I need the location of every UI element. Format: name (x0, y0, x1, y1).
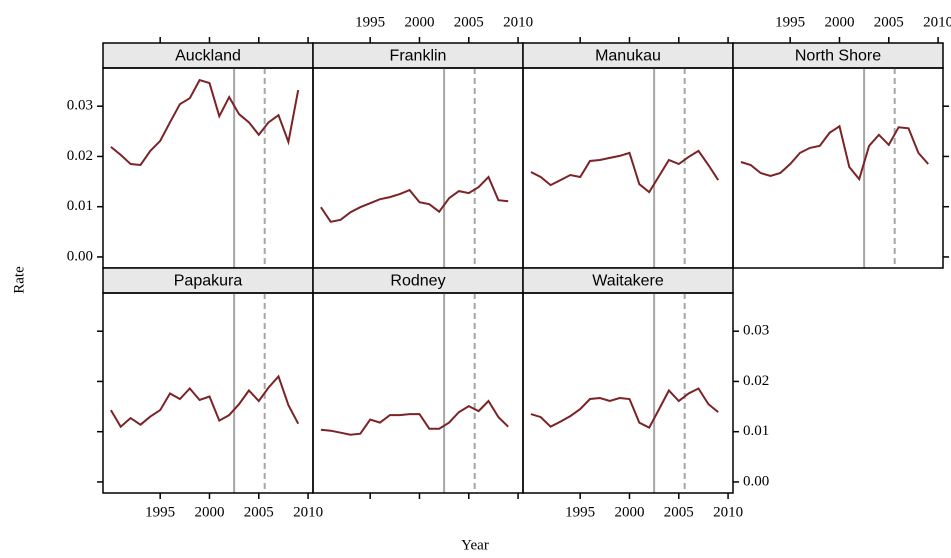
panel-border (312, 292, 524, 494)
y-tick-label: 0.00 (67, 248, 93, 264)
y-tick-label: 0.02 (743, 373, 769, 389)
panel-title: Rodney (390, 273, 445, 290)
x-tick-label: 2005 (244, 504, 274, 520)
panel-title: Waitakere (592, 273, 664, 290)
x-tick-label: 1995 (355, 14, 385, 30)
x-tick-label: 2010 (503, 14, 533, 30)
x-tick-label: 2010 (293, 504, 323, 520)
strip (522, 267, 734, 294)
panel-border (312, 67, 524, 269)
y-tick-label: 0.03 (67, 98, 93, 114)
data-line (740, 124, 929, 182)
panel-border (732, 67, 944, 269)
x-tick-label: 2005 (874, 14, 904, 30)
x-tick-label: 2005 (454, 14, 484, 30)
data-line (530, 387, 719, 430)
x-tick-label: 2005 (664, 504, 694, 520)
x-tick-label: 1995 (775, 14, 805, 30)
y-tick-label: 0.00 (743, 473, 769, 489)
y-tick-label: 0.02 (67, 148, 93, 164)
y-tick-label: 0.01 (743, 423, 769, 439)
data-line (320, 399, 509, 436)
y-tick-label: 0.03 (743, 323, 769, 339)
y-tick-label: 0.01 (67, 198, 93, 214)
x-tick-label: 2000 (824, 14, 854, 30)
strip (522, 42, 734, 69)
panel-border (522, 67, 734, 269)
panel-title: Manukau (595, 48, 661, 65)
strip (732, 42, 944, 69)
x-tick-label: 2000 (194, 504, 224, 520)
panel-border (102, 292, 314, 494)
panel-border (522, 292, 734, 494)
panel-title: Franklin (390, 48, 447, 65)
data-line (320, 175, 509, 223)
data-line (110, 374, 300, 429)
x-tick-label: 2000 (404, 14, 434, 30)
x-tick-label: 2010 (923, 14, 951, 30)
panel-title: North Shore (795, 48, 881, 65)
panel-title: Papakura (174, 273, 243, 290)
x-tick-label: 1995 (145, 504, 175, 520)
x-tick-label: 2010 (713, 504, 743, 520)
data-line (530, 149, 720, 194)
y-axis-label: Rate (11, 266, 27, 294)
strip (102, 42, 314, 69)
panel-border (102, 67, 314, 269)
x-tick-label: 1995 (565, 504, 595, 520)
x-axis-label: Year (461, 537, 489, 553)
x-tick-label: 2000 (614, 504, 644, 520)
data-line (110, 78, 300, 167)
panel-title: Auckland (175, 48, 241, 65)
